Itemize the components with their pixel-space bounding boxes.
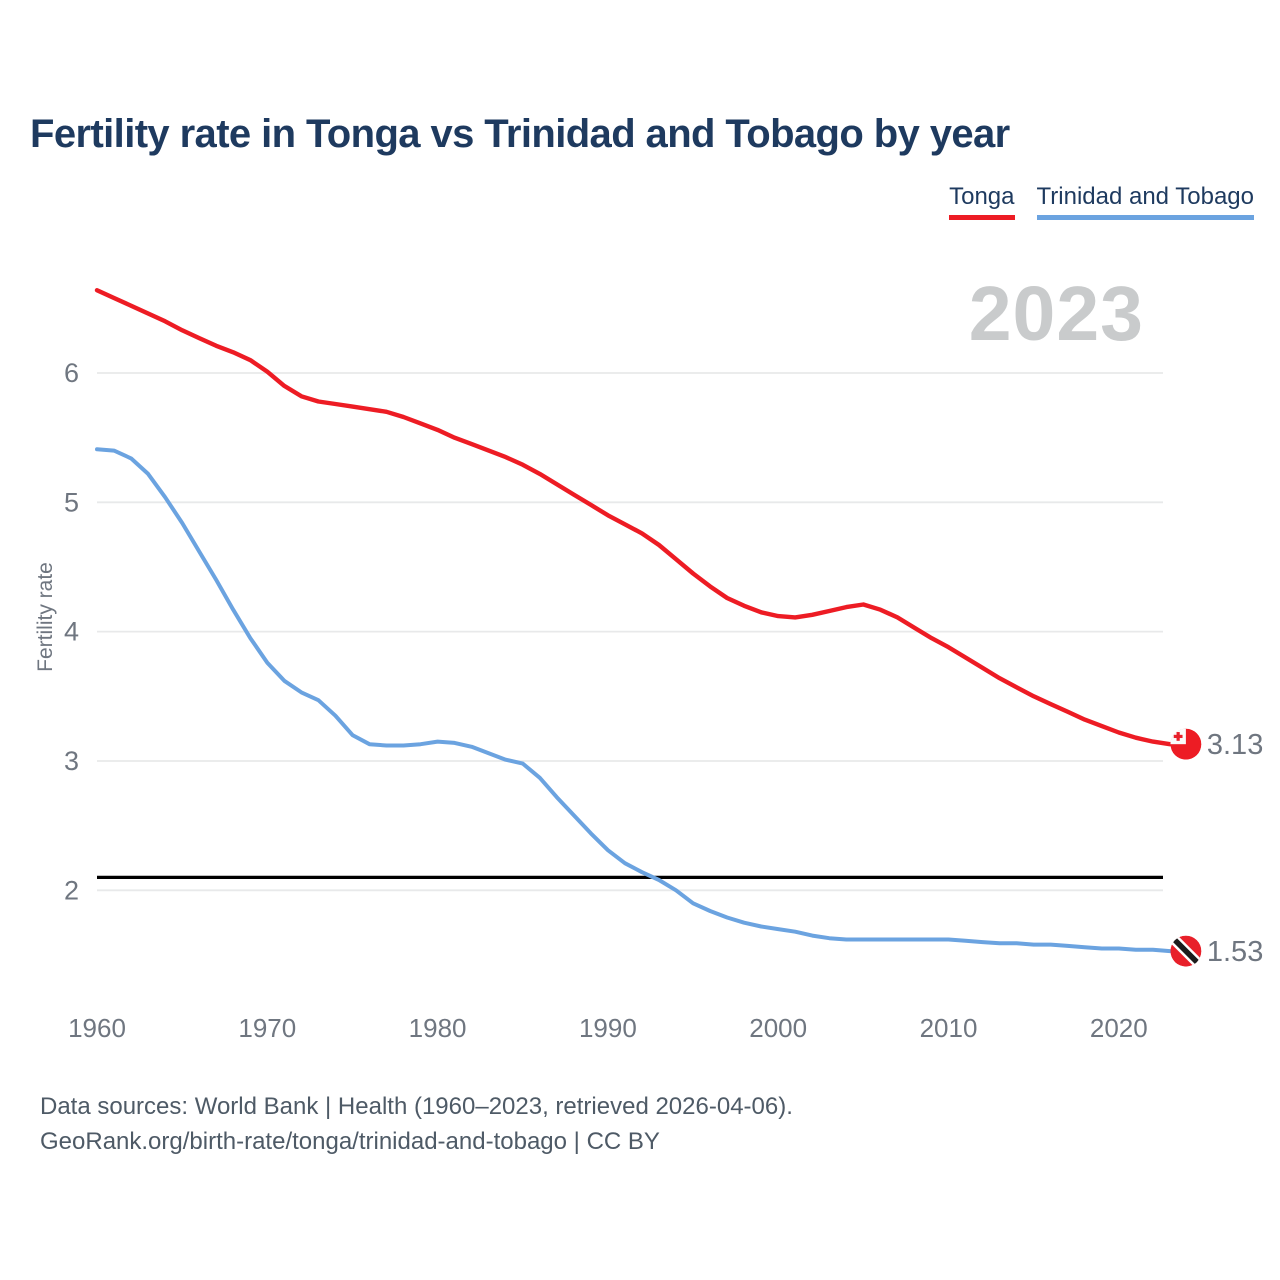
page-title: Fertility rate in Tonga vs Trinidad and … bbox=[30, 112, 1010, 156]
x-tick-label-1990: 1990 bbox=[579, 1013, 637, 1043]
trinidad-tobago-line[interactable] bbox=[95, 447, 1172, 954]
end-value-label-trinidad-tobago: 1.53 bbox=[1207, 936, 1263, 968]
year-watermark: 2023 bbox=[968, 271, 1144, 357]
y-tick-label-5: 5 bbox=[64, 487, 79, 517]
tonga-flag-icon[interactable] bbox=[1170, 728, 1202, 760]
end-value-label-tonga: 3.13 bbox=[1207, 729, 1263, 761]
attribution-text: GeoRank.org/birth-rate/tonga/trinidad-an… bbox=[40, 1128, 660, 1155]
data-sources-text: Data sources: World Bank | Health (1960–… bbox=[40, 1093, 793, 1120]
legend-item-trinidad-tobago[interactable]: Trinidad and Tobago bbox=[1036, 183, 1254, 220]
y-tick-label-4: 4 bbox=[64, 617, 79, 647]
tonga-line[interactable] bbox=[94, 288, 1173, 747]
x-tick-label-2010: 2010 bbox=[920, 1013, 978, 1043]
legend: Tonga Trinidad and Tobago bbox=[949, 183, 1254, 220]
x-tick-label-2000: 2000 bbox=[749, 1013, 807, 1043]
y-tick-label-6: 6 bbox=[64, 358, 79, 388]
trinidad-tobago-flag-icon[interactable] bbox=[1170, 935, 1202, 967]
legend-item-tonga[interactable]: Tonga bbox=[949, 183, 1015, 220]
x-tick-label-1980: 1980 bbox=[409, 1013, 467, 1043]
x-tick-label-1960: 1960 bbox=[68, 1013, 126, 1043]
y-tick-label-2: 2 bbox=[64, 875, 79, 905]
footer: Data sources: World Bank | Health (1960–… bbox=[40, 1089, 793, 1159]
y-tick-label-3: 3 bbox=[64, 746, 79, 776]
x-tick-label-1970: 1970 bbox=[238, 1013, 296, 1043]
x-tick-label-2020: 2020 bbox=[1090, 1013, 1148, 1043]
